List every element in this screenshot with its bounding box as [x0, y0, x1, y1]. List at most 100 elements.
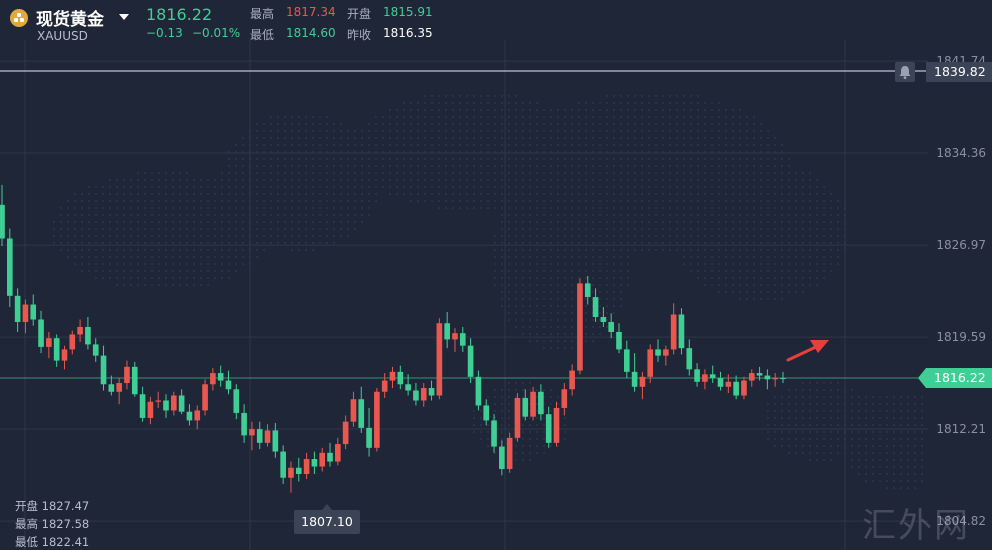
- candle: [428, 380, 435, 401]
- price-change-percent: −0.01%: [192, 26, 241, 40]
- candle: [381, 373, 388, 398]
- candle: [780, 371, 786, 384]
- candle: [405, 374, 411, 396]
- y-tick-label: 1819.59: [936, 330, 986, 344]
- high-value: 1817.34: [286, 5, 336, 19]
- candle-info-open: 开盘 1827.47: [15, 498, 89, 514]
- candle: [663, 345, 669, 366]
- candle: [561, 383, 568, 416]
- candle: [592, 288, 599, 322]
- candle: [85, 317, 91, 350]
- candle: [311, 451, 318, 474]
- candle: [366, 407, 372, 457]
- last-price: 1816.22: [146, 5, 213, 24]
- candle: [272, 422, 279, 458]
- y-tick-label: 1812.21: [936, 422, 986, 436]
- candle: [678, 308, 685, 355]
- candle: [452, 328, 458, 352]
- open-value: 1815.91: [383, 5, 433, 19]
- gold-coin-icon: [10, 9, 28, 27]
- candle: [772, 373, 779, 387]
- candle: [303, 452, 310, 479]
- candle: [686, 339, 693, 376]
- candle: [6, 228, 13, 308]
- candle: [46, 331, 52, 359]
- candle: [38, 310, 44, 354]
- candle: [319, 447, 326, 472]
- candle: [210, 368, 216, 391]
- candle: [288, 461, 294, 493]
- y-tick-label: 1804.82: [936, 514, 986, 528]
- candle: [756, 366, 763, 381]
- candle: [280, 445, 286, 484]
- candle-info-open-label: 开盘: [15, 499, 38, 513]
- candle: [0, 184, 5, 246]
- candle: [374, 388, 380, 452]
- candle: [467, 338, 474, 384]
- chevron-down-icon[interactable]: [119, 14, 129, 20]
- candle: [702, 369, 708, 390]
- alert-bell-button[interactable]: [895, 62, 915, 82]
- candle: [623, 340, 630, 379]
- candle: [256, 421, 263, 450]
- candle-info-low: 最低 1822.41: [15, 534, 89, 550]
- candle: [14, 288, 21, 332]
- candle: [163, 394, 169, 418]
- candle-info-high-value: 1827.58: [41, 517, 90, 531]
- candle: [389, 366, 396, 389]
- y-tick-label: 1834.36: [936, 146, 986, 160]
- candle: [202, 379, 208, 416]
- low-marker-pointer: [322, 504, 332, 510]
- price-change: −0.13: [146, 26, 183, 40]
- candle: [694, 363, 700, 387]
- candle: [530, 386, 536, 421]
- candle: [335, 437, 341, 466]
- candle-info-high: 最高 1827.58: [15, 516, 89, 532]
- candle: [639, 371, 646, 400]
- candle: [483, 399, 490, 426]
- candle: [616, 323, 622, 354]
- candle: [327, 442, 333, 467]
- candle: [506, 432, 513, 473]
- candle: [499, 440, 505, 476]
- candle: [100, 345, 107, 391]
- candle: [413, 383, 419, 406]
- candle: [764, 369, 771, 390]
- instrument-symbol: XAUUSD: [37, 29, 88, 43]
- bell-icon: [899, 66, 911, 79]
- candle: [217, 365, 224, 387]
- candle: [350, 391, 357, 427]
- candle: [61, 345, 68, 370]
- candle: [608, 313, 614, 339]
- candle: [709, 365, 716, 384]
- candle: [186, 404, 193, 426]
- instrument-name[interactable]: 现货黄金: [36, 10, 104, 30]
- open-label: 开盘: [347, 7, 372, 21]
- candle: [397, 365, 404, 390]
- candle: [717, 371, 724, 391]
- candle: [53, 334, 60, 367]
- candle: [358, 386, 365, 433]
- candle: [342, 415, 349, 450]
- candle: [569, 364, 575, 396]
- candle: [444, 312, 450, 349]
- chart-grid: [0, 40, 928, 550]
- candle: [577, 278, 583, 375]
- candle: [436, 318, 443, 400]
- alert-price-label[interactable]: 1839.82: [926, 62, 992, 82]
- candle: [108, 375, 115, 396]
- candle: [241, 404, 247, 443]
- candle: [139, 386, 146, 422]
- price-axis: 1841.741834.361826.971819.591812.211804.…: [936, 54, 986, 528]
- candle: [155, 391, 162, 408]
- candle: [22, 299, 29, 334]
- candle: [459, 326, 466, 352]
- low-label: 最低: [250, 28, 275, 42]
- candle: [725, 374, 732, 394]
- candle: [655, 339, 661, 362]
- candle: [30, 294, 37, 326]
- candle-info-low-label: 最低: [15, 535, 38, 549]
- candle: [522, 389, 529, 421]
- candle-info-open-value: 1827.47: [41, 499, 90, 513]
